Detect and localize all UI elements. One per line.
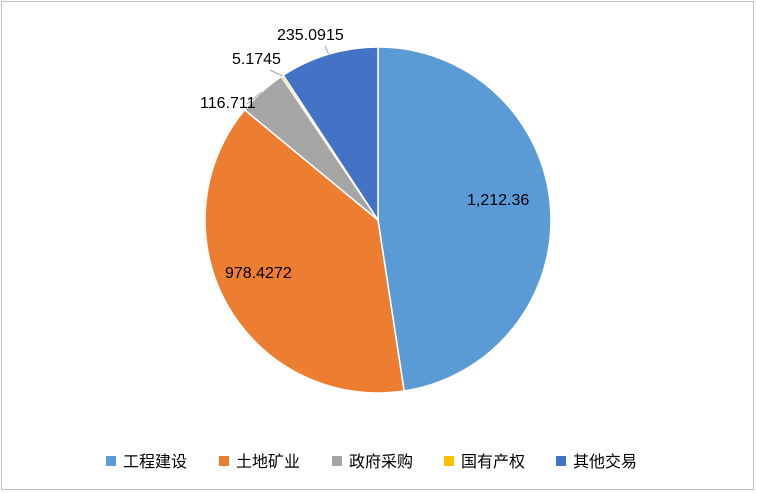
pie-slice-qita — [282, 46, 379, 223]
pie-slice-tudi — [204, 108, 406, 394]
legend-label-gongcheng: 工程建设 — [123, 452, 187, 471]
pie-slice-gongcheng — [377, 46, 552, 392]
data-label-qita: 235.0915 — [277, 27, 344, 44]
leader-line-qita — [324, 45, 330, 55]
legend-label-zhengfu: 政府采购 — [349, 452, 413, 471]
legend-label-guoyou: 国有产权 — [461, 452, 525, 471]
data-label-zhengfu: 116.711 — [200, 95, 256, 112]
legend-swatch-gongcheng — [106, 456, 116, 466]
leader-lines — [246, 45, 330, 105]
legend-label-tudi: 土地矿业 — [236, 452, 300, 471]
pie-slices — [204, 46, 552, 394]
legend-swatch-tudi — [219, 456, 229, 466]
legend-swatch-zhengfu — [332, 456, 342, 466]
legend-label-qita: 其他交易 — [573, 452, 637, 471]
data-labels: 1,212.36 978.4272 116.711 5.1745 235.091… — [200, 27, 529, 282]
leader-line-zhengfu — [246, 91, 263, 105]
data-label-gongcheng: 1,212.36 — [467, 192, 529, 209]
legend: 工程建设 土地矿业 政府采购 国有产权 其他交易 — [106, 452, 637, 471]
legend-swatch-qita — [556, 456, 566, 466]
legend-swatch-guoyou — [444, 456, 454, 466]
leader-line-guoyou — [269, 69, 283, 77]
data-label-guoyou: 5.1745 — [232, 51, 281, 68]
data-label-tudi: 978.4272 — [225, 265, 292, 282]
